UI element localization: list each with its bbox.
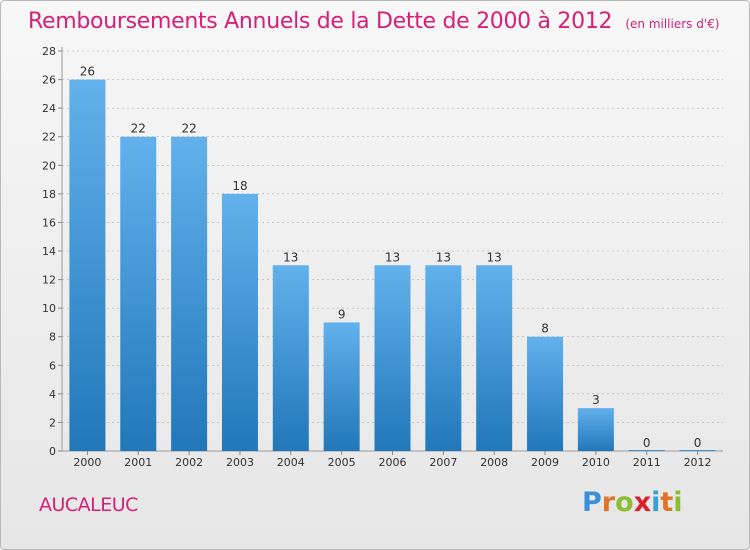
bar — [120, 136, 157, 451]
logo-letter: i — [673, 487, 683, 518]
y-tick-label: 14 — [42, 245, 56, 258]
x-tick-label: 2003 — [226, 456, 254, 469]
y-tick-label: 6 — [49, 359, 56, 372]
chart-unit: (en milliers d'€) — [625, 17, 720, 31]
data-label: 13 — [283, 250, 298, 264]
y-tick-label: 22 — [42, 131, 56, 144]
logo-letter: t — [660, 487, 674, 518]
y-tick-label: 8 — [49, 331, 56, 344]
x-tick-label: 2009 — [531, 456, 559, 469]
bar — [374, 265, 411, 451]
x-tick-label: 2001 — [124, 456, 152, 469]
x-tick-label: 2000 — [73, 456, 101, 469]
y-tick-label: 2 — [49, 416, 56, 429]
x-tick-label: 2002 — [175, 456, 203, 469]
bar — [425, 265, 462, 451]
data-label: 22 — [131, 122, 146, 136]
logo-letter: o — [615, 487, 634, 518]
y-tick-label: 4 — [49, 388, 56, 401]
chart-title-text: Remboursements Annuels de la Dette de 20… — [28, 9, 613, 34]
data-label: 13 — [385, 250, 400, 264]
y-tick-label: 12 — [42, 274, 56, 287]
proxiti-logo: Proxiti — [582, 487, 683, 518]
data-label: 22 — [181, 122, 196, 136]
y-tick-label: 0 — [49, 445, 56, 458]
x-tick-label: 2005 — [328, 456, 356, 469]
bar — [69, 79, 106, 452]
x-tick-label: 2007 — [429, 456, 457, 469]
data-label: 8 — [541, 322, 549, 336]
chart-title: Remboursements Annuels de la Dette de 20… — [28, 9, 719, 34]
x-tick-label: 2011 — [633, 456, 661, 469]
bar — [476, 265, 513, 451]
bar — [272, 265, 309, 451]
logo-letter: x — [633, 487, 652, 518]
y-tick-label: 20 — [42, 159, 56, 172]
data-label: 13 — [436, 250, 451, 264]
y-tick-label: 28 — [42, 45, 56, 58]
logo-letter: r — [601, 487, 616, 518]
bar — [679, 450, 716, 451]
x-tick-label: 2006 — [379, 456, 407, 469]
y-tick-label: 26 — [42, 74, 56, 87]
bar — [171, 136, 208, 451]
data-label: 13 — [487, 250, 502, 264]
x-tick-label: 2008 — [480, 456, 508, 469]
y-tick-label: 24 — [42, 102, 56, 115]
data-label: 0 — [643, 436, 651, 450]
y-tick-label: 18 — [42, 188, 56, 201]
y-tick-label: 10 — [42, 302, 56, 315]
logo-letter: P — [582, 487, 602, 518]
x-tick-label: 2012 — [684, 456, 712, 469]
bar — [527, 336, 564, 451]
data-label: 3 — [592, 393, 600, 407]
logo-letter: i — [651, 487, 661, 518]
data-label: 26 — [80, 65, 95, 79]
bar — [577, 408, 614, 451]
bar — [323, 322, 360, 451]
y-tick-label: 16 — [42, 216, 56, 229]
place-name: AUCALEUC — [39, 494, 138, 516]
bar — [221, 193, 258, 451]
data-label: 0 — [694, 436, 702, 450]
x-tick-label: 2004 — [277, 456, 305, 469]
data-label: 9 — [338, 307, 346, 321]
x-tick-label: 2010 — [582, 456, 610, 469]
data-label: 18 — [232, 179, 247, 193]
bar — [628, 450, 665, 451]
